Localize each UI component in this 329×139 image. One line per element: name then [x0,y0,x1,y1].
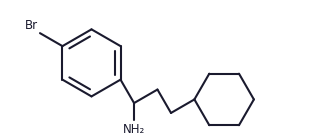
Text: NH₂: NH₂ [123,122,145,136]
Text: Br: Br [25,18,38,32]
